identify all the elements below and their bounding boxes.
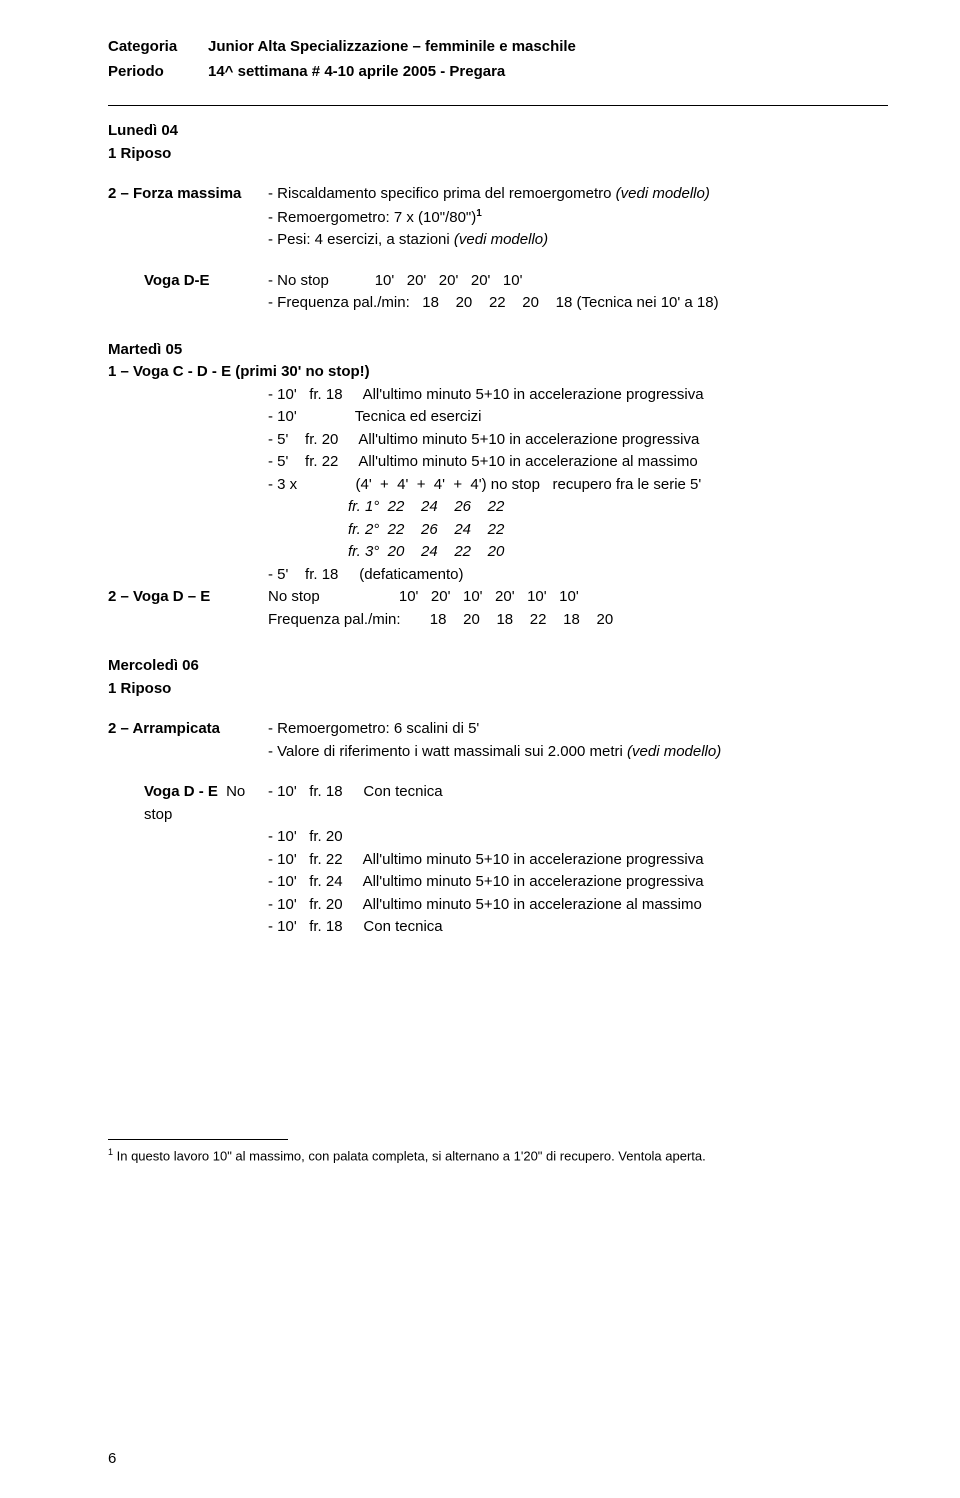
martedi-voga2-nostop: No stop 10' 20' 10' 20' 10' 10' xyxy=(268,586,579,609)
lunedi-voga-nostop-row: Voga D-E - No stop 10' 20' 20' 20' 10' xyxy=(108,270,888,293)
martedi-section: Martedì 05 1 – Voga C - D - E (primi 30'… xyxy=(108,339,888,632)
arr-line2b: (vedi modello) xyxy=(627,743,721,760)
forza-sup: 1 xyxy=(476,208,482,219)
mercoledi-riposo: 1 Riposo xyxy=(108,678,888,701)
arr-label: 2 – Arrampicata xyxy=(108,718,268,741)
martedi-fr-block: fr. 1° 22 24 26 22 fr. 2° 22 26 24 22 fr… xyxy=(108,496,888,564)
periodo-row: Periodo 14^ settimana # 4-10 aprile 2005… xyxy=(108,61,888,84)
mercoledi-voga-l6: - 10' fr. 18 Con tecnica xyxy=(108,916,888,939)
mercoledi-title: Mercoledì 06 xyxy=(108,655,888,678)
forza-massima-block: 2 – Forza massima - Riscaldamento specif… xyxy=(108,183,888,252)
page-number: 6 xyxy=(108,1448,116,1471)
lunedi-riposo: 1 Riposo xyxy=(108,143,888,166)
header-separator xyxy=(108,105,888,106)
mercoledi-section: Mercoledì 06 1 Riposo 2 – Arrampicata - … xyxy=(108,655,888,939)
mercoledi-voga-l3: - 10' fr. 22 All'ultimo minuto 5+10 in a… xyxy=(108,849,888,872)
mercoledi-voga-label: Voga D - E xyxy=(144,783,218,800)
arr-line2a: - Valore di riferimento i watt massimali… xyxy=(268,743,627,760)
arr-lead: 2 – Arrampicata - Remoergometro: 6 scali… xyxy=(108,718,888,741)
martedi-l2: - 10' Tecnica ed esercizi xyxy=(108,406,888,429)
mercoledi-voga-l2: - 10' fr. 20 xyxy=(108,826,888,849)
forza-line1a: - Riscaldamento specifico prima del remo… xyxy=(268,185,616,202)
categoria-row: Categoria Junior Alta Specializzazione –… xyxy=(108,36,888,59)
forza-lead: 2 – Forza massima - Riscaldamento specif… xyxy=(108,183,888,206)
forza-line1b: (vedi modello) xyxy=(616,185,710,202)
forza-label: 2 – Forza massima xyxy=(108,183,268,206)
lunedi-voga-label: Voga D-E xyxy=(108,270,268,293)
martedi-voga-title: 1 – Voga C - D - E (primi 30' no stop!) xyxy=(108,361,888,384)
martedi-title: Martedì 05 xyxy=(108,339,888,362)
lunedi-voga-freq: - Frequenza pal./min: 18 20 22 20 18 (Te… xyxy=(108,292,888,315)
lunedi-title: Lunedì 04 xyxy=(108,120,888,143)
mercoledi-voga-row: Voga D - E No stop - 10' fr. 18 Con tecn… xyxy=(108,781,888,826)
categoria-label: Categoria xyxy=(108,36,208,59)
forza-line2a: - Remoergometro: 7 x (10"/80") xyxy=(268,209,476,226)
mercoledi-voga-l1: - 10' fr. 18 Con tecnica xyxy=(268,781,443,826)
martedi-fr3: fr. 3° 20 24 22 20 xyxy=(268,541,888,564)
header: Categoria Junior Alta Specializzazione –… xyxy=(108,36,888,83)
footnote-separator xyxy=(108,1139,288,1140)
arr-line2: - Valore di riferimento i watt massimali… xyxy=(108,741,888,764)
arrampicata-block: 2 – Arrampicata - Remoergometro: 6 scali… xyxy=(108,718,888,763)
martedi-fr1: fr. 1° 22 24 26 22 xyxy=(268,496,888,519)
martedi-l6: - 5' fr. 18 (defaticamento) xyxy=(108,564,888,587)
forza-line2: - Remoergometro: 7 x (10"/80")1 xyxy=(108,206,888,230)
lunedi-section: Lunedì 04 1 Riposo 2 – Forza massima - R… xyxy=(108,120,888,315)
footnote: 1 In questo lavoro 10" al massimo, con p… xyxy=(108,1146,888,1166)
martedi-voga2-row: 2 – Voga D – E No stop 10' 20' 10' 20' 1… xyxy=(108,586,888,609)
forza-line3a: - Pesi: 4 esercizi, a stazioni xyxy=(268,231,454,248)
lunedi-voga-nostop: - No stop 10' 20' 20' 20' 10' xyxy=(268,270,522,293)
mercoledi-voga-l4: - 10' fr. 24 All'ultimo minuto 5+10 in a… xyxy=(108,871,888,894)
mercoledi-voga-l5: - 10' fr. 20 All'ultimo minuto 5+10 in a… xyxy=(108,894,888,917)
categoria-value: Junior Alta Specializzazione – femminile… xyxy=(208,36,576,59)
footnote-text: In questo lavoro 10" al massimo, con pal… xyxy=(113,1148,706,1163)
arr-line1: - Remoergometro: 6 scalini di 5' xyxy=(268,718,479,741)
martedi-voga2-label: 2 – Voga D – E xyxy=(108,586,268,609)
forza-line1: - Riscaldamento specifico prima del remo… xyxy=(268,183,710,206)
forza-line3b: (vedi modello) xyxy=(454,231,548,248)
martedi-l1: - 10' fr. 18 All'ultimo minuto 5+10 in a… xyxy=(108,384,888,407)
periodo-value: 14^ settimana # 4-10 aprile 2005 - Prega… xyxy=(208,61,505,84)
martedi-fr2: fr. 2° 22 26 24 22 xyxy=(268,519,888,542)
forza-line3: - Pesi: 4 esercizi, a stazioni (vedi mod… xyxy=(108,229,888,252)
martedi-l4: - 5' fr. 22 All'ultimo minuto 5+10 in ac… xyxy=(108,451,888,474)
martedi-l5: - 3 x (4' + 4' + 4' + 4') no stop recupe… xyxy=(108,474,888,497)
mercoledi-voga-label-wrap: Voga D - E No stop xyxy=(108,781,268,826)
martedi-voga2-freq: Frequenza pal./min: 18 20 18 22 18 20 xyxy=(108,609,888,632)
martedi-l3: - 5' fr. 20 All'ultimo minuto 5+10 in ac… xyxy=(108,429,888,452)
periodo-label: Periodo xyxy=(108,61,208,84)
